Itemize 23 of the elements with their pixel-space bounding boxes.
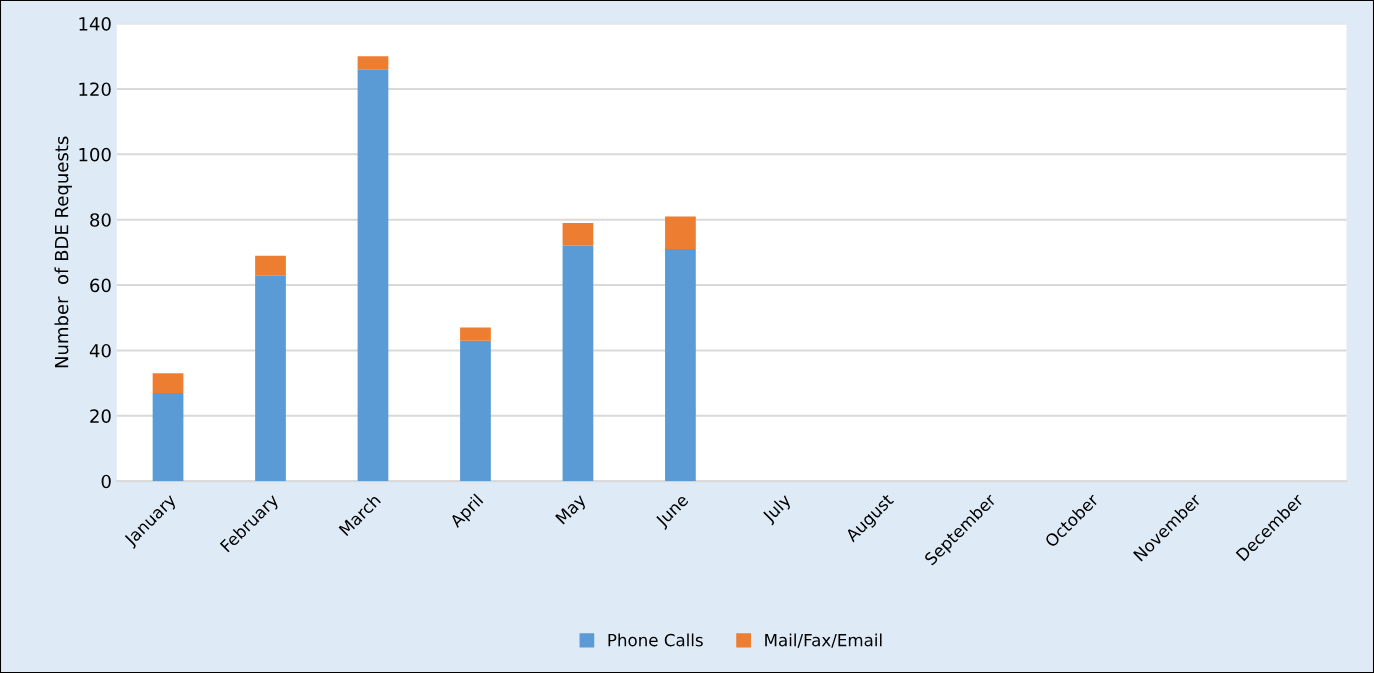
bar xyxy=(665,249,696,482)
bar xyxy=(460,327,491,341)
legend-label: Phone Calls xyxy=(608,633,703,647)
bar xyxy=(152,373,184,393)
legend-label: Mail/Fax/Email xyxy=(765,633,882,648)
bar xyxy=(460,340,491,482)
bar xyxy=(562,245,594,482)
bar xyxy=(357,56,389,70)
bar xyxy=(255,255,286,276)
y-tick-label: 20 xyxy=(90,409,111,423)
bar xyxy=(562,222,594,246)
y-axis-title: Number of BDE Requests xyxy=(54,136,72,368)
y-tick-label: 120 xyxy=(79,82,111,97)
bar xyxy=(152,392,184,482)
bar xyxy=(665,216,696,250)
y-tick-label: 60 xyxy=(90,278,111,293)
y-tick-label: 40 xyxy=(89,343,111,358)
y-tick-label: 80 xyxy=(90,213,111,227)
bar xyxy=(357,69,389,482)
bar xyxy=(255,275,286,482)
y-tick-label: 0 xyxy=(101,474,111,489)
y-tick-label: 100 xyxy=(79,147,111,162)
y-tick-label: 140 xyxy=(79,17,111,31)
